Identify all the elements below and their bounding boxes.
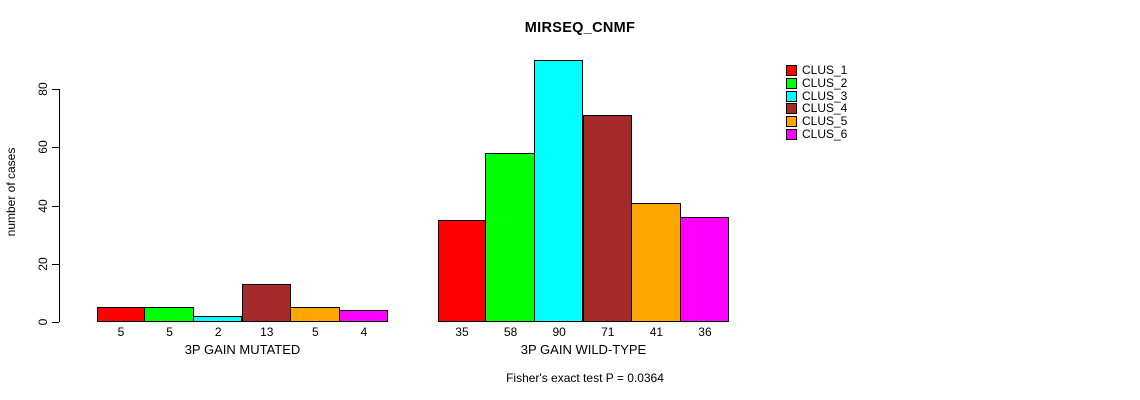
bar-value-label: 90: [552, 325, 566, 339]
y-tick: [52, 205, 59, 207]
bar-value-label: 5: [166, 325, 173, 339]
y-tick: [52, 147, 59, 149]
y-tick-label: 20: [36, 257, 50, 271]
bar-value-label: 13: [260, 325, 274, 339]
chart-title: MIRSEQ_CNMF: [524, 20, 636, 36]
y-tick-label: 0: [36, 318, 50, 326]
y-tick-label: 40: [36, 198, 50, 213]
legend-item-clus-3: CLUS_3: [786, 90, 847, 103]
legend-item-clus-2: CLUS_2: [786, 77, 847, 90]
bar-clus-2-3p-gain-wild-type: [485, 153, 535, 322]
bar-clus-5-3p-gain-mutated: [290, 307, 340, 322]
legend-swatch-clus-5: [786, 116, 797, 128]
legend-swatch-clus-3: [786, 90, 797, 102]
bar-value-label: 36: [698, 325, 712, 339]
y-tick: [52, 322, 59, 323]
y-tick-label: 60: [36, 140, 50, 154]
bar-clus-5-3p-gain-wild-type: [631, 202, 681, 322]
bar-value-label: 58: [503, 325, 518, 339]
legend-label: CLUS_1: [802, 62, 848, 77]
legend-item-clus-1: CLUS_1: [786, 64, 847, 77]
bar-value-label: 41: [649, 325, 664, 339]
legend: CLUS_1 CLUS_2 CLUS_3 CLUS_4 CLUS_5 CLUS_6: [786, 64, 847, 141]
y-axis-line: [59, 89, 60, 322]
bar-value-label: 5: [312, 325, 319, 339]
y-tick-label: 80: [36, 82, 50, 96]
legend-swatch-clus-1: [786, 64, 797, 76]
legend-item-clus-6: CLUS_6: [786, 128, 847, 141]
legend-label: CLUS_5: [802, 114, 848, 129]
legend-swatch-clus-2: [786, 77, 797, 89]
x-group-label-3p-gain-wild-type: 3P GAIN WILD-TYPE: [520, 342, 647, 357]
bar-clus-1-3p-gain-mutated: [96, 307, 146, 322]
bar-clus-6-3p-gain-mutated: [338, 310, 389, 322]
legend-swatch-clus-6: [786, 129, 797, 141]
legend-label: CLUS_4: [802, 101, 848, 116]
legend-label: CLUS_6: [802, 127, 848, 142]
y-tick: [52, 263, 59, 265]
bar-value-label: 71: [601, 325, 615, 339]
bar-clus-3-3p-gain-wild-type: [533, 59, 584, 322]
x-group-label-3p-gain-mutated: 3P GAIN MUTATED: [184, 342, 301, 357]
legend-label: CLUS_2: [802, 75, 848, 90]
bar-value-label: 5: [117, 325, 125, 339]
bar-value-label: 35: [455, 325, 469, 339]
bar-clus-4-3p-gain-wild-type: [582, 115, 633, 322]
bar-value-label: 4: [360, 325, 368, 339]
fisher-test-annotation: Fisher's exact test P = 0.0364: [506, 371, 664, 385]
bar-clus-3-3p-gain-mutated: [192, 316, 243, 322]
bar-clus-2-3p-gain-mutated: [144, 307, 194, 322]
bar-clus-1-3p-gain-wild-type: [437, 220, 487, 322]
y-tick: [52, 89, 59, 90]
bar-clus-4-3p-gain-mutated: [241, 284, 292, 322]
legend-item-clus-4: CLUS_4: [786, 101, 848, 116]
legend-swatch-clus-4: [786, 103, 797, 115]
bar-value-label: 2: [214, 325, 222, 339]
bar-clus-6-3p-gain-wild-type: [679, 217, 730, 322]
legend-label: CLUS_3: [802, 88, 848, 103]
legend-item-clus-5: CLUS_5: [786, 115, 847, 128]
